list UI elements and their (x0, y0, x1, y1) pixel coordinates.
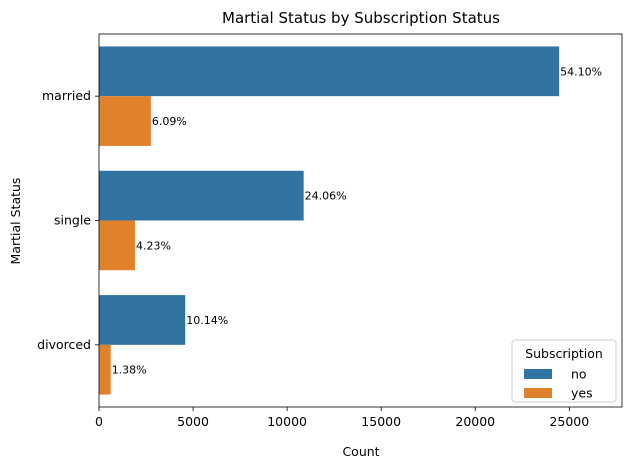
legend-label-yes: yes (571, 386, 593, 401)
bar-label-divorced-no: 10.14% (186, 314, 228, 327)
y-tick-label-divorced: divorced (37, 337, 91, 352)
legend-label-no: no (571, 367, 587, 382)
bar-labels-group: 54.10% 6.09% 24.06% 4.23% 10.14% 1.38% (112, 65, 602, 376)
x-tick-label: 10000 (267, 414, 307, 429)
legend-title: Subscription (525, 346, 603, 361)
x-axis-title: Count (342, 444, 379, 459)
x-tick-label: 5000 (177, 414, 209, 429)
bar-label-single-yes: 4.23% (136, 239, 171, 252)
x-tick-label: 15000 (361, 414, 401, 429)
x-axis-ticks: 0 5000 10000 15000 20000 25000 (95, 407, 589, 429)
chart-title: Martial Status by Subscription Status (222, 9, 500, 27)
bar-label-divorced-yes: 1.38% (112, 364, 147, 377)
y-axis-ticks: married single divorced (37, 88, 99, 352)
legend-swatch-yes (524, 388, 552, 398)
bar-married-no (99, 46, 560, 97)
x-tick-label: 0 (95, 414, 103, 429)
x-tick-label: 25000 (549, 414, 589, 429)
bar-divorced-no (99, 295, 186, 345)
y-axis-title: Martial Status (8, 178, 23, 265)
bar-single-no (99, 170, 304, 221)
bar-label-married-yes: 6.09% (152, 115, 187, 128)
x-tick-label: 20000 (455, 414, 495, 429)
legend: Subscription no yes (511, 339, 617, 403)
y-tick-label-married: married (42, 88, 91, 103)
y-tick-label-single: single (54, 213, 91, 228)
bar-single-yes (99, 220, 135, 271)
legend-swatch-no (524, 369, 552, 379)
bar-label-married-no: 54.10% (560, 65, 602, 78)
bar-married-yes (99, 96, 151, 146)
legend-frame (511, 339, 617, 403)
bar-label-single-no: 24.06% (305, 190, 347, 203)
bars-group (99, 46, 560, 395)
bar-divorced-yes (99, 344, 111, 395)
